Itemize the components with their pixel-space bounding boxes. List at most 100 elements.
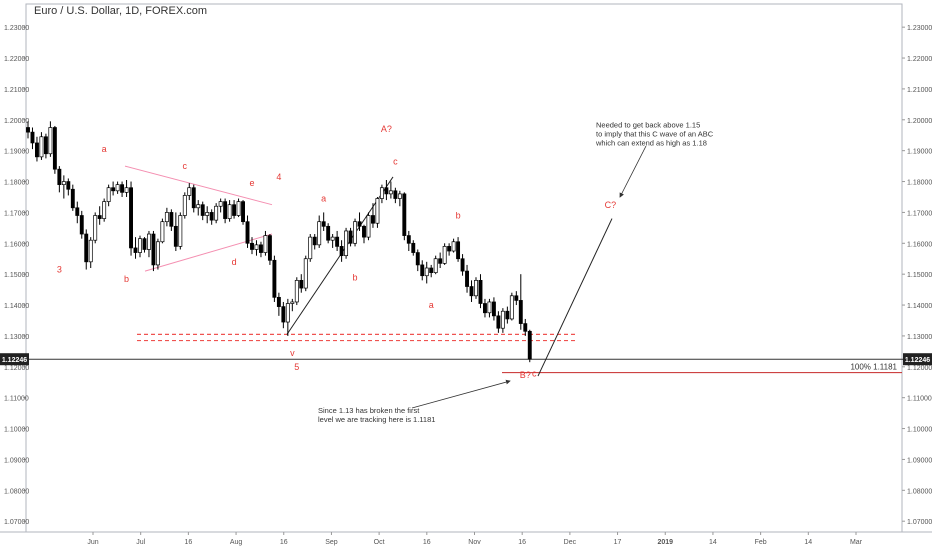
candle <box>187 183 192 201</box>
candle-body <box>415 252 420 266</box>
candle-body <box>478 280 483 304</box>
candle <box>182 192 187 219</box>
candle-body <box>518 300 523 324</box>
candle-body <box>26 127 30 133</box>
candle <box>402 192 407 241</box>
x-tick-label: Jul <box>136 539 145 546</box>
candle <box>411 240 416 256</box>
candle-body <box>43 136 48 155</box>
candle-body <box>321 221 326 227</box>
wave-label: 3 <box>57 265 62 275</box>
candle <box>75 201 80 224</box>
candle-body <box>353 221 357 244</box>
candle-body <box>57 168 62 185</box>
candle-body <box>371 215 375 224</box>
candle-body <box>514 295 519 301</box>
x-tick-label: Mar <box>850 539 863 546</box>
wave-label: b <box>353 272 358 282</box>
candle <box>223 198 228 224</box>
candle <box>487 298 492 318</box>
candle-body <box>312 236 317 246</box>
candle-body <box>433 258 438 273</box>
candle-body <box>245 221 250 244</box>
y-tick-label-right: 1.09000 <box>907 457 932 464</box>
candle-body <box>509 295 514 320</box>
candle <box>415 249 420 272</box>
candle-body <box>308 236 313 260</box>
candle <box>241 200 245 225</box>
candle <box>93 212 98 244</box>
candle <box>491 297 496 321</box>
candle-body <box>227 204 232 219</box>
candle <box>111 181 116 196</box>
candle <box>138 235 142 258</box>
candle <box>433 255 438 275</box>
candle <box>272 255 277 302</box>
y-tick-label-right: 1.17000 <box>907 210 932 217</box>
candle <box>366 212 371 241</box>
candle-body <box>200 204 205 216</box>
candle-body <box>241 201 245 223</box>
candle <box>147 230 151 258</box>
candle <box>26 121 30 139</box>
y-tick-label-right: 1.23000 <box>907 25 932 32</box>
candle <box>142 237 147 253</box>
candle-body <box>393 190 398 199</box>
current-price-tag-left: 1.12246 <box>0 353 29 366</box>
y-tick-label-left: 1.22000 <box>4 56 29 63</box>
candle <box>84 229 89 270</box>
candle <box>397 190 402 207</box>
y-tick-label-right: 1.20000 <box>907 118 932 125</box>
note-arrow-2 <box>411 379 511 409</box>
candle-body <box>500 310 505 329</box>
candle <box>102 198 107 222</box>
wave-label: b <box>124 274 129 284</box>
triangle-line <box>124 165 273 206</box>
candle-body <box>236 201 241 216</box>
candle <box>500 308 505 333</box>
candle <box>388 181 393 199</box>
wave-label: a <box>102 144 107 154</box>
candle-body <box>187 187 192 196</box>
candle <box>227 200 232 222</box>
wave-label: a <box>429 300 434 310</box>
candle-body <box>48 127 53 155</box>
candle <box>196 200 201 216</box>
y-tick-label-right: 1.21000 <box>907 87 932 94</box>
wave-label: b <box>456 211 461 221</box>
x-tick-label: 16 <box>423 539 431 546</box>
candle <box>267 234 272 265</box>
candle <box>505 306 510 324</box>
y-tick-label-right: 1.11000 <box>907 396 932 403</box>
candle <box>178 212 183 250</box>
x-tick-label: 16 <box>184 539 192 546</box>
x-tick-label: Dec <box>564 539 577 546</box>
candle-body <box>348 230 353 244</box>
candle-body <box>182 195 187 216</box>
candle <box>133 237 138 259</box>
x-tick-label: 16 <box>280 539 288 546</box>
candle <box>35 136 39 162</box>
candle <box>191 184 196 213</box>
candle <box>420 260 425 281</box>
wave-label: 4 <box>276 172 281 182</box>
candle <box>281 301 286 329</box>
candle <box>218 198 223 213</box>
candle-body <box>303 258 308 289</box>
y-tick-label-left: 1.10000 <box>4 427 29 434</box>
candle-body <box>483 303 487 314</box>
candle <box>353 218 357 247</box>
extension-level-label: 100% 1.1181 <box>850 363 897 372</box>
y-tick-label-right: 1.15000 <box>907 272 932 279</box>
candle <box>523 318 528 336</box>
candle <box>344 227 349 259</box>
y-tick-label-left: 1.21000 <box>4 87 29 94</box>
candle-body <box>429 267 434 273</box>
candle <box>348 227 353 247</box>
candle <box>514 291 519 306</box>
y-tick-label-left: 1.07000 <box>4 519 29 526</box>
candle <box>384 180 389 201</box>
candle-body <box>93 215 98 241</box>
